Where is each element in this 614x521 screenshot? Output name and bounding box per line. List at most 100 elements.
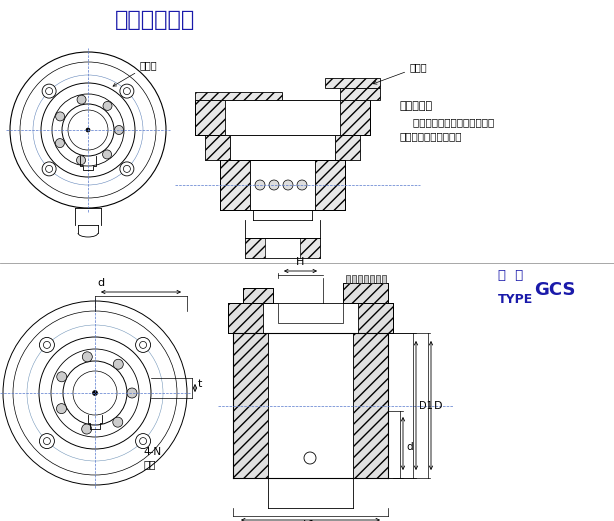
Circle shape — [139, 341, 147, 349]
Bar — [250, 160, 315, 210]
Bar — [357, 86, 361, 100]
Circle shape — [42, 162, 56, 176]
Circle shape — [73, 371, 117, 415]
Circle shape — [77, 95, 86, 104]
Circle shape — [56, 372, 67, 382]
Bar — [243, 288, 273, 303]
Circle shape — [39, 338, 55, 352]
Bar — [245, 238, 265, 258]
Bar — [340, 88, 380, 100]
Bar — [370, 275, 374, 283]
Text: 安装时主动侧必需附加轴承支: 安装时主动侧必需附加轴承支 — [400, 117, 494, 127]
Bar — [195, 92, 282, 100]
Text: H: H — [297, 257, 305, 267]
Circle shape — [41, 83, 135, 177]
Bar — [335, 135, 360, 160]
Circle shape — [55, 139, 64, 147]
Circle shape — [120, 162, 134, 176]
Circle shape — [45, 88, 53, 95]
Text: d: d — [97, 278, 104, 288]
Circle shape — [103, 102, 112, 110]
Circle shape — [113, 417, 123, 427]
Text: 主动侧: 主动侧 — [373, 62, 427, 84]
Circle shape — [283, 180, 293, 190]
Circle shape — [255, 180, 265, 190]
Bar — [358, 275, 362, 283]
Bar — [353, 333, 388, 478]
Bar — [343, 283, 388, 303]
Text: 型  号: 型 号 — [498, 269, 523, 282]
Text: D: D — [434, 401, 443, 411]
Text: 安装参考范例: 安装参考范例 — [115, 10, 195, 30]
Circle shape — [44, 341, 50, 349]
Bar — [352, 275, 356, 283]
Circle shape — [114, 359, 123, 369]
Bar — [343, 283, 388, 303]
Bar — [243, 288, 273, 303]
Bar — [195, 100, 370, 135]
Bar — [364, 275, 368, 283]
Text: 撑来保证内外环间隙。: 撑来保证内外环间隙。 — [400, 131, 462, 141]
Circle shape — [10, 52, 166, 208]
Text: 4-N: 4-N — [143, 447, 161, 457]
Circle shape — [56, 112, 64, 121]
Text: L1: L1 — [303, 520, 317, 521]
Circle shape — [136, 338, 150, 352]
Bar — [300, 238, 320, 258]
Text: GCS: GCS — [534, 281, 575, 299]
Bar — [346, 275, 350, 283]
Bar — [361, 84, 365, 100]
Bar — [263, 303, 358, 333]
Bar — [225, 100, 340, 135]
Circle shape — [103, 150, 112, 159]
Circle shape — [63, 361, 127, 425]
Circle shape — [114, 126, 123, 134]
Bar — [245, 238, 265, 258]
Circle shape — [93, 391, 98, 395]
Bar — [268, 333, 353, 478]
Circle shape — [77, 156, 85, 165]
Bar — [376, 275, 380, 283]
Circle shape — [123, 165, 130, 172]
Bar — [230, 135, 335, 160]
Bar — [228, 303, 393, 333]
Circle shape — [86, 128, 90, 132]
Text: 从动侧: 从动侧 — [113, 60, 158, 86]
Circle shape — [304, 452, 316, 464]
Bar — [205, 135, 230, 160]
Circle shape — [39, 337, 151, 449]
Text: t: t — [198, 379, 203, 389]
Bar — [228, 303, 393, 333]
Bar — [382, 275, 386, 283]
Bar — [315, 160, 345, 210]
Text: 安装要求：: 安装要求： — [400, 101, 433, 111]
Bar — [345, 92, 349, 100]
Circle shape — [20, 62, 156, 198]
Bar — [205, 135, 360, 160]
Text: 均布: 均布 — [143, 459, 155, 469]
Circle shape — [269, 180, 279, 190]
Circle shape — [52, 94, 124, 166]
Circle shape — [120, 84, 134, 98]
Circle shape — [44, 438, 50, 444]
Circle shape — [51, 349, 139, 437]
Bar — [300, 238, 320, 258]
Text: D1: D1 — [419, 401, 433, 411]
Bar — [245, 238, 320, 258]
Circle shape — [42, 84, 56, 98]
Circle shape — [3, 301, 187, 485]
Circle shape — [82, 424, 91, 434]
Circle shape — [62, 104, 114, 156]
Circle shape — [297, 180, 307, 190]
Bar — [325, 78, 380, 88]
Bar — [233, 333, 268, 478]
Circle shape — [13, 311, 177, 475]
Circle shape — [123, 88, 130, 95]
Circle shape — [39, 433, 55, 449]
Circle shape — [127, 388, 137, 398]
Text: d: d — [406, 442, 413, 452]
Bar — [349, 90, 353, 100]
Bar — [353, 88, 357, 100]
Circle shape — [136, 433, 150, 449]
Bar — [195, 100, 370, 135]
